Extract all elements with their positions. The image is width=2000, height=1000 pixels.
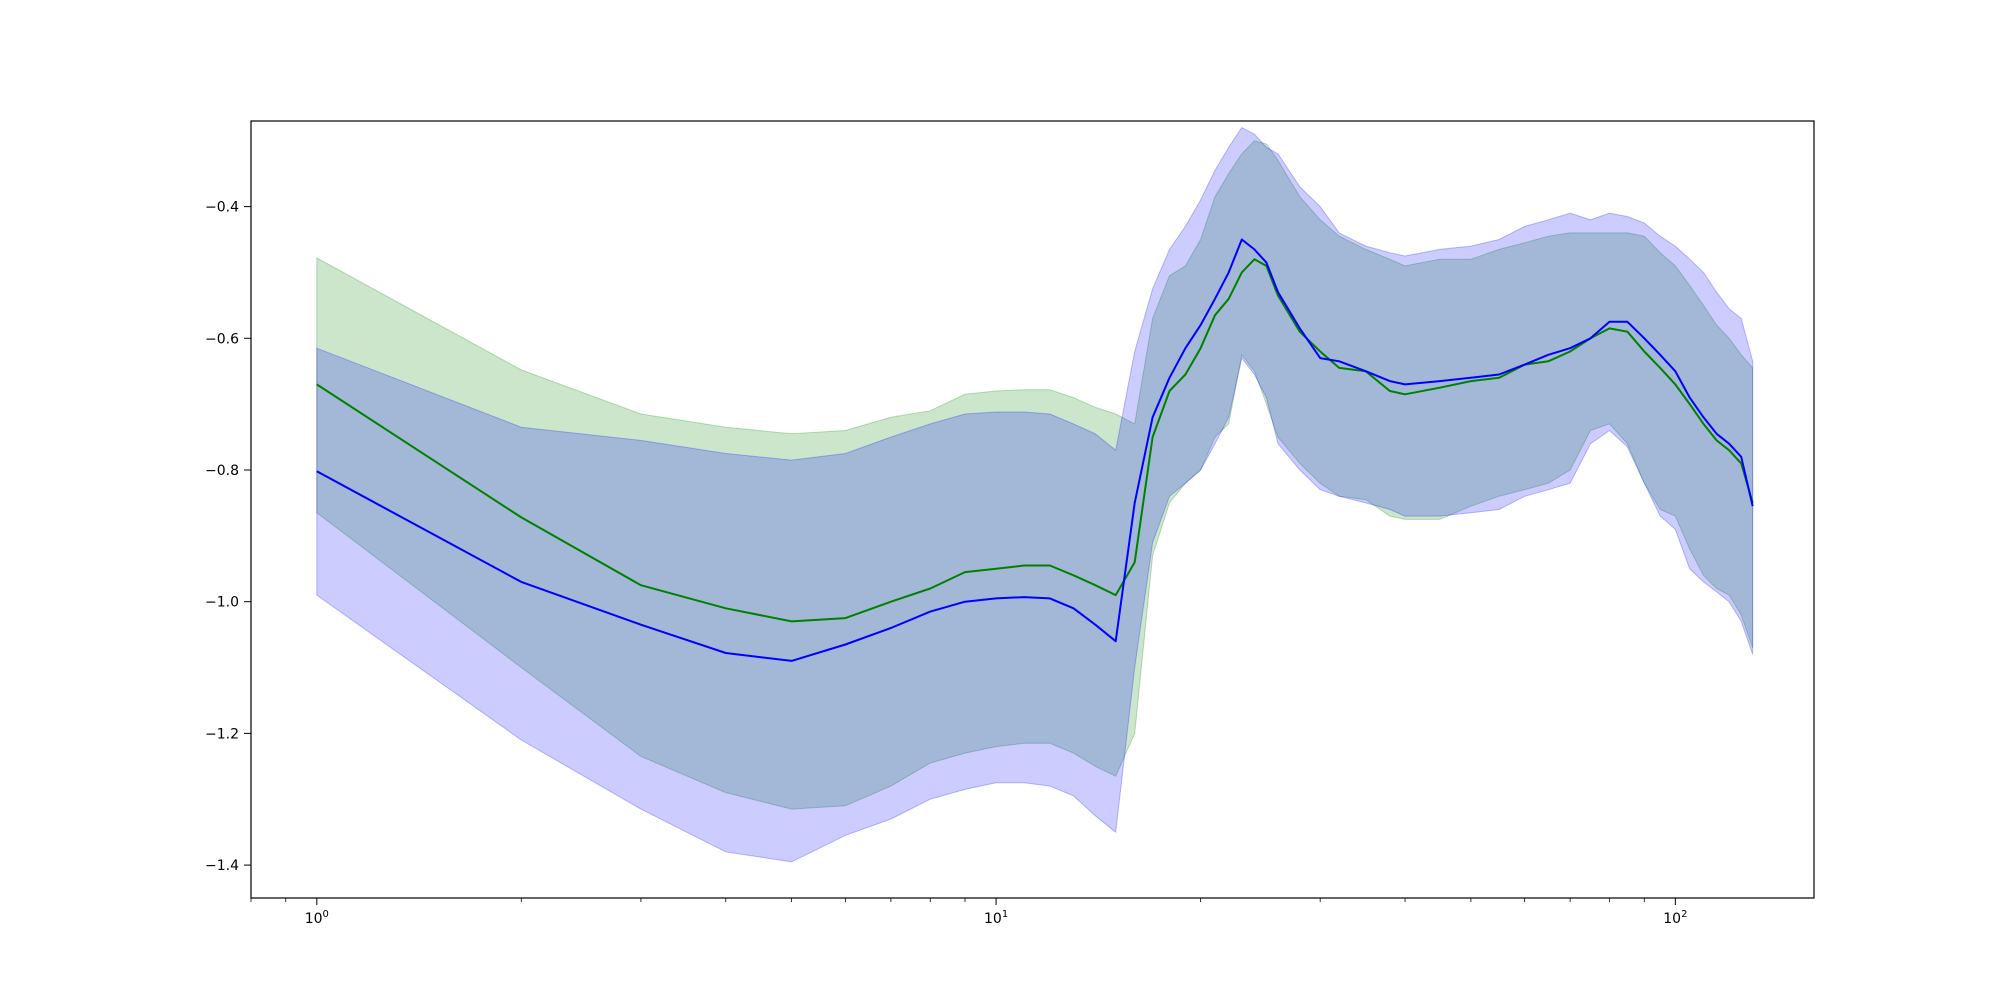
y-tick-label-3: −1.0 [205,595,239,611]
y-tick-label-2: −0.8 [205,463,239,479]
y-tick-label-5: −1.4 [205,858,239,874]
series-1-band [316,126,1754,863]
axes-frame [250,120,1815,899]
y-tick-label-4: −1.2 [205,726,239,742]
x-tick-label-1: 101 [984,909,1008,927]
y-tick-label-1: −0.6 [205,331,239,347]
x-axis: 100 101 102 [250,898,1687,927]
series-0-band [316,140,1754,810]
series-0-line [316,258,1754,623]
x-tick-label-2: 102 [1663,909,1687,927]
y-axis: −0.4 −0.6 −0.8 −1.0 −1.2 −1.4 [205,200,251,874]
plot-area [316,126,1754,863]
y-tick-label-0: −0.4 [205,200,239,216]
series-1-line [316,238,1754,662]
x-tick-label-0: 100 [305,909,329,927]
